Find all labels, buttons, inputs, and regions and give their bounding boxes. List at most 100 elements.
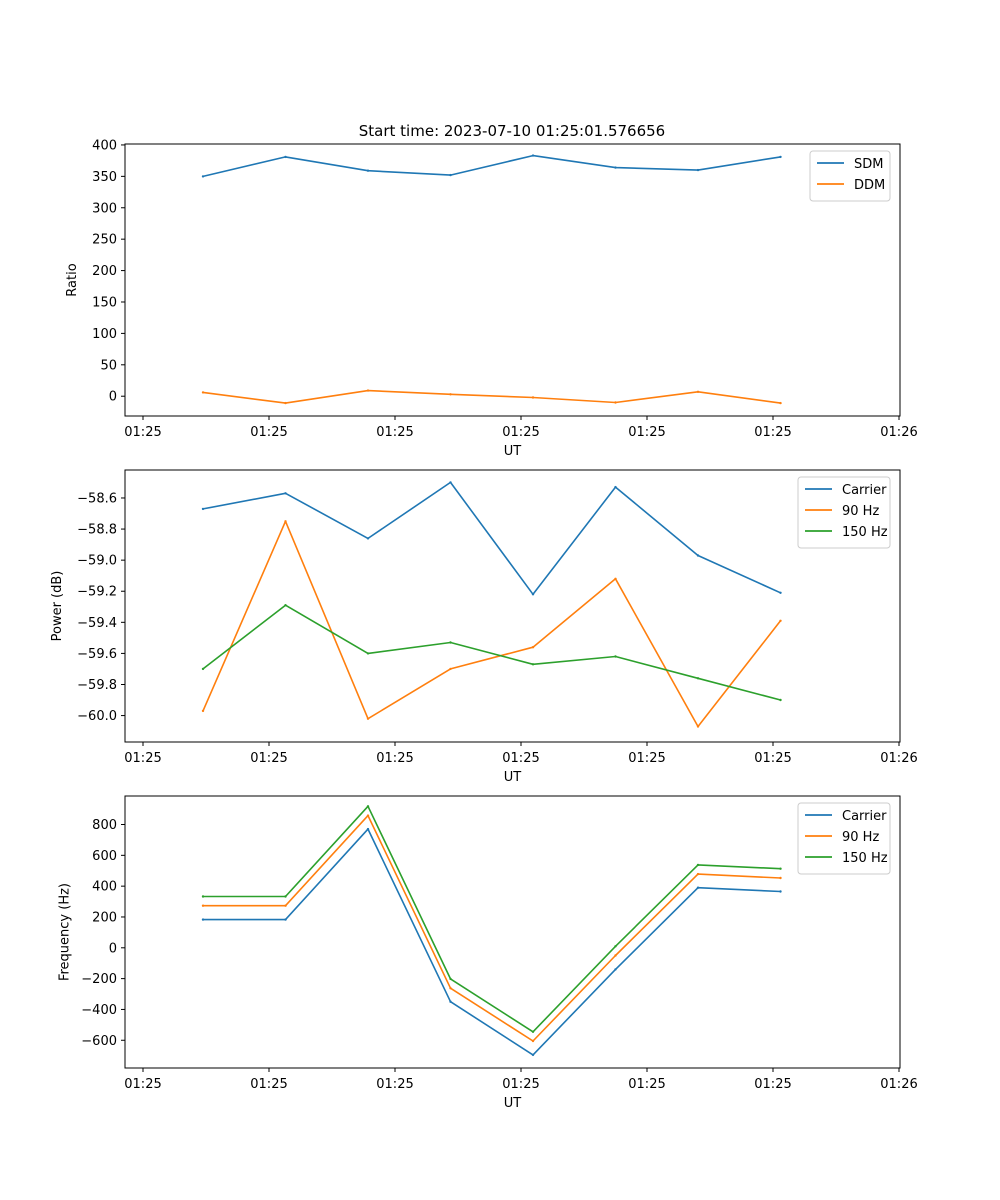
x-tick-label: 01:25 bbox=[754, 1077, 791, 1092]
data-point bbox=[284, 904, 287, 907]
data-point bbox=[614, 655, 617, 658]
data-point bbox=[531, 1053, 535, 1057]
data-point bbox=[531, 1030, 535, 1034]
y-tick-label: −58.8 bbox=[77, 523, 117, 538]
data-point bbox=[449, 393, 452, 396]
data-point bbox=[201, 667, 205, 671]
data-point bbox=[366, 814, 370, 817]
y-tick-label: 0 bbox=[109, 941, 117, 956]
frequency-subplot: 01:25 01:25 01:25 01:25 01:25 01:25 01:26 UT −60… bbox=[58, 795, 918, 1111]
x-tick-label: 01:25 bbox=[502, 425, 539, 440]
y-axis-label: Ratio bbox=[65, 263, 80, 296]
series-line-carrier bbox=[202, 481, 781, 596]
data-point bbox=[449, 1000, 452, 1003]
data-point bbox=[284, 155, 287, 159]
data-point bbox=[201, 175, 205, 178]
data-point bbox=[531, 396, 535, 399]
data-point bbox=[531, 1039, 535, 1043]
y-tick-label: −200 bbox=[81, 972, 117, 987]
data-point bbox=[531, 646, 535, 649]
y-tick-label: 0 bbox=[109, 390, 117, 405]
data-point bbox=[531, 593, 535, 596]
y-tick-label: 250 bbox=[92, 233, 117, 248]
y-tick-label: −59.0 bbox=[77, 554, 117, 569]
y-tick-label: −59.6 bbox=[77, 647, 117, 662]
y-tick-label: 400 bbox=[92, 880, 117, 895]
y-axis-label: Frequency (Hz) bbox=[58, 883, 73, 981]
data-point bbox=[696, 554, 700, 557]
y-tick-label: −60.0 bbox=[77, 709, 117, 724]
data-point bbox=[614, 166, 617, 169]
data-point bbox=[366, 169, 370, 172]
x-tick-label: 01:25 bbox=[124, 1077, 161, 1092]
axes-frame bbox=[124, 795, 901, 1069]
legend-label: 90 Hz bbox=[842, 830, 879, 845]
x-axis-label: UT bbox=[504, 444, 522, 459]
x-tick-label: 01:25 bbox=[754, 751, 791, 766]
legend-label: SDM bbox=[854, 157, 883, 172]
data-point bbox=[449, 173, 452, 177]
data-point bbox=[779, 698, 782, 702]
data-point bbox=[366, 652, 370, 655]
x-tick-label: 01:25 bbox=[628, 1077, 665, 1092]
legend: Carrier 90 Hz 150 Hz bbox=[797, 802, 891, 875]
y-tick-label: −58.6 bbox=[77, 491, 117, 506]
y-axis-label: Power (dB) bbox=[50, 571, 65, 642]
axes-frame bbox=[124, 143, 901, 417]
data-point bbox=[696, 725, 700, 728]
y-tick-label: 800 bbox=[92, 818, 117, 833]
y-tick-label: 50 bbox=[100, 358, 117, 373]
data-point bbox=[284, 401, 287, 405]
data-point bbox=[449, 481, 452, 484]
data-point bbox=[284, 895, 287, 898]
axes-frame bbox=[124, 469, 901, 743]
x-tick-label: 01:25 bbox=[250, 751, 287, 766]
ratio-subplot: 01:25 01:25 01:25 01:25 01:25 01:25 01:26 UT 0 50… bbox=[65, 138, 918, 459]
x-tick-label: 01:26 bbox=[880, 1077, 917, 1092]
data-point bbox=[696, 390, 700, 393]
y-tick-label: 200 bbox=[92, 264, 117, 279]
x-tick-label: 01:25 bbox=[502, 1077, 539, 1092]
data-point bbox=[284, 604, 287, 607]
data-point bbox=[201, 709, 205, 713]
data-point bbox=[449, 977, 452, 981]
data-point bbox=[366, 389, 370, 392]
y-tick-label: −59.2 bbox=[77, 585, 117, 600]
y-tick-label: 400 bbox=[92, 138, 117, 153]
data-point bbox=[284, 492, 287, 495]
data-point bbox=[614, 954, 617, 957]
data-point bbox=[696, 677, 700, 680]
y-tick-label: −59.4 bbox=[77, 616, 117, 631]
x-tick-label: 01:25 bbox=[502, 751, 539, 766]
x-tick-label: 01:25 bbox=[754, 425, 791, 440]
power-subplot: 01:25 01:25 01:25 01:25 01:25 01:25 01:26 UT −60… bbox=[50, 469, 918, 785]
series-line-90-hz bbox=[202, 520, 782, 728]
x-axis-label: UT bbox=[504, 770, 522, 785]
data-point bbox=[366, 537, 370, 540]
x-tick-label: 01:25 bbox=[250, 425, 287, 440]
y-tick-label: 100 bbox=[92, 327, 117, 342]
x-tick-label: 01:25 bbox=[628, 751, 665, 766]
data-point bbox=[531, 154, 535, 157]
data-point bbox=[779, 890, 782, 893]
x-tick-label: 01:25 bbox=[124, 751, 161, 766]
y-tick-label: −400 bbox=[81, 1003, 117, 1018]
data-point bbox=[201, 904, 205, 907]
data-point bbox=[779, 867, 782, 870]
series-line-carrier bbox=[203, 828, 781, 1056]
data-point bbox=[614, 401, 617, 404]
data-point bbox=[614, 945, 617, 948]
x-tick-label: 01:25 bbox=[376, 425, 413, 440]
series-line-ddm bbox=[202, 389, 781, 404]
data-point bbox=[449, 987, 452, 990]
series-line-150-hz bbox=[202, 604, 781, 701]
data-point bbox=[449, 667, 452, 671]
data-point bbox=[449, 641, 452, 644]
data-point bbox=[696, 863, 700, 867]
data-point bbox=[696, 886, 700, 889]
legend-label: 150 Hz bbox=[842, 525, 888, 540]
legend-label: 150 Hz bbox=[842, 851, 888, 866]
x-tick-label: 01:25 bbox=[376, 751, 413, 766]
y-tick-label: 600 bbox=[92, 849, 117, 864]
